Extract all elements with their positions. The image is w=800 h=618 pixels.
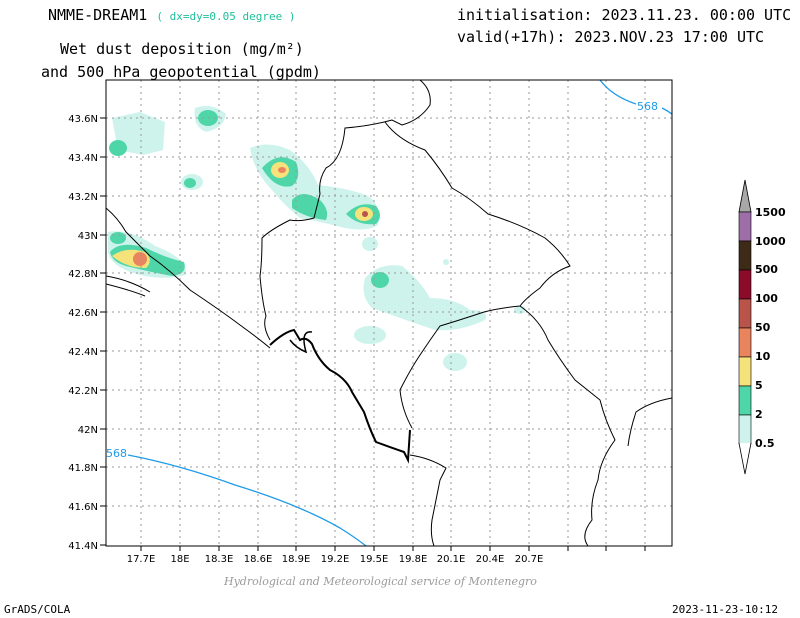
colorbar-label: 5	[755, 379, 763, 392]
lon-label: 18.6E	[244, 554, 273, 565]
colorbar-label: 50	[755, 321, 771, 334]
lat-label: 42.4N	[68, 347, 98, 358]
colorbar-swatch	[738, 211, 752, 242]
model-name: NMME-DREAM1	[48, 6, 148, 24]
colorbar-label: 10	[755, 350, 771, 363]
lon-label: 20.1E	[437, 554, 466, 565]
borders	[106, 80, 672, 546]
lat-label: 42.6N	[68, 308, 98, 319]
lat-label: 41.6N	[68, 502, 98, 513]
colorbar-label: 1500	[755, 206, 786, 219]
lon-label: 18E	[170, 554, 189, 565]
credit-line: Hydrological and Meteorological service …	[224, 575, 537, 588]
valid-time: valid(+17h): 2023.NOV.23 17:00 UTC	[457, 28, 765, 46]
colorbar-label: 1000	[755, 235, 786, 248]
colorbar-swatch	[738, 356, 752, 387]
lon-label: 19.2E	[321, 554, 350, 565]
lat-label: 41.4N	[68, 541, 98, 552]
colorbar-swatch	[738, 240, 752, 271]
lon-label: 20.7E	[515, 554, 544, 565]
colorbar-swatch	[738, 414, 752, 445]
lon-label: 17.7E	[127, 554, 156, 565]
lat-label: 42.8N	[68, 269, 98, 280]
dust-deposition-shading	[108, 106, 526, 371]
contour-label-568-bottom: 568	[106, 447, 127, 460]
lat-label: 42.2N	[68, 386, 98, 397]
colorbar-label: 100	[755, 292, 778, 305]
colorbar-swatch	[738, 298, 752, 329]
lon-label: 20.4E	[476, 554, 505, 565]
lat-label: 43.4N	[68, 153, 98, 164]
resolution-note: ( dx=dy=0.05 degree )	[156, 10, 296, 23]
colorbar-label: 0.5	[755, 437, 775, 450]
colorbar-label: 500	[755, 263, 778, 276]
lon-label: 19.5E	[360, 554, 389, 565]
lon-label: 18.3E	[205, 554, 234, 565]
model-title: NMME-DREAM1 ( dx=dy=0.05 degree )	[48, 6, 295, 24]
colorbar-swatch	[738, 327, 752, 358]
lon-label: 19.8E	[399, 554, 428, 565]
grid-lines	[106, 80, 672, 546]
colorbar-top-arrow	[738, 179, 752, 213]
software-label: GrADS/COLA	[4, 603, 71, 616]
map-frame	[105, 79, 673, 547]
field-title-line1: Wet dust deposition (mg/m²)	[60, 40, 304, 58]
field-title-line2: and 500 hPa geopotential (gpdm)	[41, 63, 321, 81]
contour-label-568-top: 568	[637, 100, 658, 113]
render-timestamp: 2023-11-23-10:12	[672, 603, 778, 616]
lat-label: 43N	[78, 231, 98, 242]
lat-label: 43.6N	[68, 114, 98, 125]
colorbar-bottom-arrow	[738, 442, 752, 475]
colorbar-label: 2	[755, 408, 763, 421]
lat-label: 42N	[78, 425, 98, 436]
colorbar-swatch	[738, 385, 752, 416]
colorbar: 1500 1000 500 100 50 10 5 2 0.5	[738, 179, 786, 475]
lon-label: 18.9E	[282, 554, 311, 565]
colorbar-swatch	[738, 269, 752, 300]
init-time: initialisation: 2023.11.23. 00:00 UTC	[457, 6, 792, 24]
lat-label: 43.2N	[68, 192, 98, 203]
geopotential-contours	[127, 80, 672, 546]
lat-label: 41.8N	[68, 463, 98, 474]
